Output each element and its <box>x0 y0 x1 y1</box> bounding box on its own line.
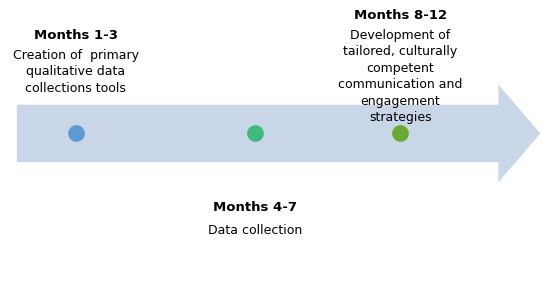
Text: Development of
tailored, culturally
competent
communication and
engagement
strat: Development of tailored, culturally comp… <box>338 29 463 124</box>
Polygon shape <box>17 85 540 182</box>
Text: Data collection: Data collection <box>208 224 302 237</box>
Text: Creation of  primary
qualitative data
collections tools: Creation of primary qualitative data col… <box>13 49 139 95</box>
Text: Months 8-12: Months 8-12 <box>354 9 447 22</box>
Text: Months 1-3: Months 1-3 <box>34 29 118 42</box>
Text: Months 4-7: Months 4-7 <box>213 201 297 214</box>
